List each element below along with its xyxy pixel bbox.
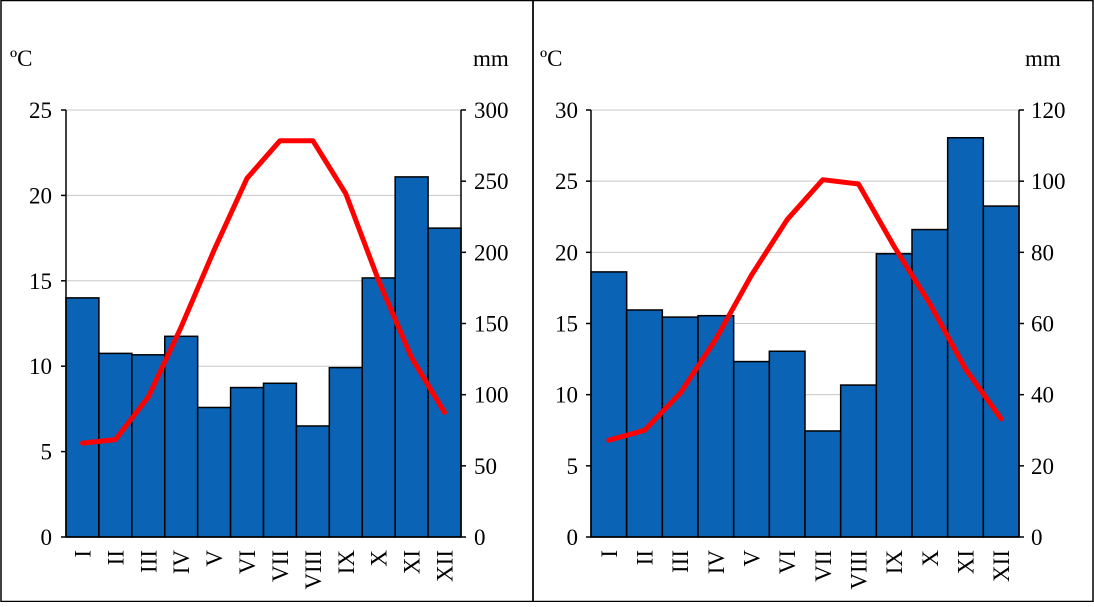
precip-bar [131, 354, 166, 538]
category-label: IV [704, 550, 729, 575]
category-label: V [202, 550, 227, 567]
category-label: IX [334, 550, 359, 575]
category-label: II [103, 550, 128, 565]
category-label: VII [268, 550, 293, 582]
category-label: X [367, 550, 392, 567]
left-unit-label: ºC [540, 46, 562, 71]
right-tick-label: 150 [474, 312, 509, 337]
left-tick-label: 25 [555, 169, 578, 194]
temperature-line [80, 138, 447, 446]
precip-bar [295, 425, 331, 538]
precip-bar [98, 352, 133, 538]
precip-bar [839, 384, 878, 538]
right-unit-label: mm [473, 46, 509, 71]
precip-bar [361, 277, 396, 538]
category-label: VI [775, 550, 800, 574]
left-tick-label: 15 [29, 269, 52, 294]
precip-bar [661, 316, 699, 538]
category-label: X [918, 550, 943, 567]
category-label: XII [989, 550, 1014, 582]
category-label: III [136, 550, 161, 573]
left-unit-label: ºC [10, 46, 32, 71]
right-tick-label: 80 [1031, 240, 1054, 265]
category-label: XI [954, 550, 979, 574]
category-label: I [597, 550, 622, 558]
left-tick-label: 20 [555, 240, 578, 265]
category-label: III [668, 550, 693, 573]
precip-bar [768, 350, 806, 538]
left-tick-label: 0 [41, 525, 53, 550]
left-tick-label: 15 [555, 312, 578, 337]
left-tick-label: 30 [555, 98, 578, 123]
left-tick-label: 25 [29, 98, 52, 123]
left-tick-label: 0 [567, 525, 579, 550]
precip-bar [697, 314, 735, 538]
precip-bar [911, 228, 949, 538]
precip-bar [328, 366, 364, 538]
precip-bar [65, 297, 100, 538]
right-tick-label: 40 [1031, 383, 1054, 408]
right-tick-label: 100 [1031, 169, 1066, 194]
category-label: I [70, 550, 95, 558]
right-tick-label: 0 [474, 525, 486, 550]
category-label: VIII [847, 550, 872, 590]
precip-bar [804, 430, 842, 538]
category-label: IV [169, 550, 194, 575]
precip-bar [625, 309, 664, 538]
precip-bar [946, 137, 985, 538]
precip-bar [875, 253, 913, 538]
precip-bar [982, 205, 1020, 538]
category-label: IX [882, 550, 907, 575]
right-tick-label: 20 [1031, 454, 1054, 479]
category-label: VII [811, 550, 836, 582]
category-label: XII [433, 550, 458, 582]
left-tick-label: 10 [29, 354, 52, 379]
precip-bar [229, 386, 265, 538]
precip-bar [164, 335, 199, 538]
right-tick-label: 300 [474, 98, 509, 123]
precip-bar [196, 406, 232, 538]
right-tick-label: 250 [474, 169, 509, 194]
precip-bar [262, 382, 298, 538]
category-label: XI [400, 550, 425, 574]
right-tick-label: 100 [474, 383, 509, 408]
left-tick-label: 10 [555, 383, 578, 408]
right-tick-label: 50 [474, 454, 497, 479]
category-label: V [740, 550, 765, 567]
right-tick-label: 0 [1031, 525, 1043, 550]
right-tick-label: 60 [1031, 312, 1054, 337]
precip-bar [427, 227, 462, 538]
precip-bar [732, 360, 771, 538]
left-tick-label: 5 [41, 440, 53, 465]
left-tick-label: 20 [29, 183, 52, 208]
right-unit-label: mm [1025, 46, 1061, 71]
right-tick-label: 120 [1031, 98, 1066, 123]
category-label: II [633, 550, 658, 565]
category-label: VI [235, 550, 260, 574]
right-tick-label: 200 [474, 240, 509, 265]
temperature-line [606, 177, 1004, 443]
category-label: VIII [301, 550, 326, 590]
left-tick-label: 5 [567, 454, 579, 479]
precip-bar [590, 271, 628, 538]
